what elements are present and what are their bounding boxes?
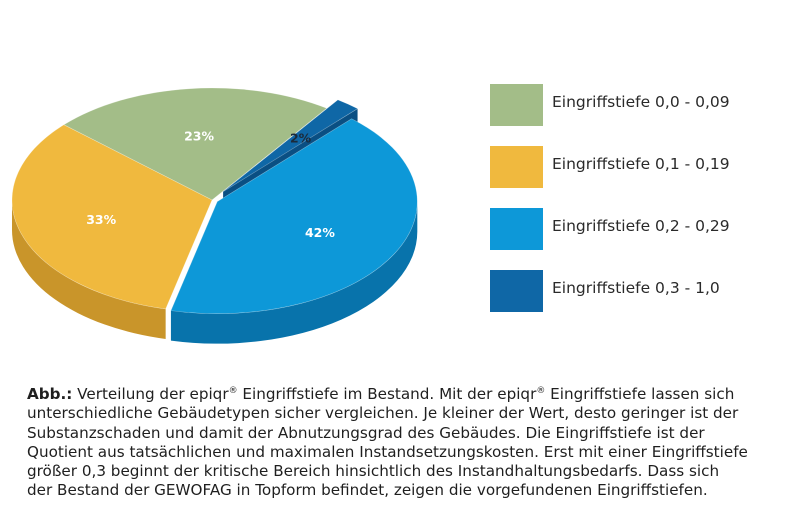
caption-line: Substanzschaden und damit der Abnutzungs…: [27, 423, 705, 442]
pie-slice: [63, 87, 328, 201]
legend-label: Eingriffstiefe 0,2 - 0,29: [552, 217, 730, 235]
pie-data-label: 2%: [290, 130, 312, 145]
caption-line: der Bestand der GEWOFAG in Topform befin…: [27, 481, 708, 500]
registered-mark: ®: [228, 385, 238, 396]
registered-mark: ®: [536, 385, 546, 396]
legend-swatch: [490, 270, 543, 312]
legend-item: Eingriffstiefe 0,3 - 1,0: [490, 270, 790, 312]
pie-slice-side: [12, 200, 166, 339]
caption-text: Eingriffstiefe im Bestand. Mit der epiqr: [237, 385, 537, 403]
pie-data-label: 33%: [86, 212, 116, 227]
pie-slice-side: [170, 201, 418, 344]
legend-swatch: [490, 146, 543, 188]
caption-line: Quotient aus tatsächlichen und maximalen…: [27, 442, 748, 461]
pie-slice: [11, 124, 213, 310]
figure-caption: Abb.: Verteilung der epiqr® Eingriffstie…: [27, 385, 797, 501]
legend: Eingriffstiefe 0,0 - 0,09 Eingriffstiefe…: [490, 84, 790, 332]
caption-line: größer 0,3 beginnt der kritische Bereich…: [27, 462, 720, 481]
pie-data-label: 42%: [305, 225, 335, 240]
pie-slice: [223, 99, 359, 192]
legend-label: Eingriffstiefe 0,0 - 0,09: [552, 93, 730, 111]
legend-label: Eingriffstiefe 0,1 - 0,19: [552, 155, 730, 173]
pie-chart-area: 23% 33% 2% 42%: [11, 87, 418, 344]
pie-slice: [170, 118, 418, 314]
legend-label: Eingriffstiefe 0,3 - 1,0: [552, 279, 720, 297]
caption-text: Eingriffstiefe lassen sich: [545, 385, 735, 403]
legend-item: Eingriffstiefe 0,0 - 0,09: [490, 84, 790, 126]
pie-chart: 23% 33% 2% 42%: [11, 87, 418, 344]
caption-line: Abb.: Verteilung der epiqr® Eingriffstie…: [27, 385, 797, 404]
pie-data-label: 23%: [184, 128, 214, 143]
legend-item: Eingriffstiefe 0,1 - 0,19: [490, 146, 790, 188]
caption-text: Verteilung der epiqr: [72, 385, 229, 403]
caption-line: unterschiedliche Gebäudetypen sicher ver…: [27, 404, 739, 423]
legend-swatch: [490, 208, 543, 250]
legend-swatch: [490, 84, 543, 126]
legend-item: Eingriffstiefe 0,2 - 0,29: [490, 208, 790, 250]
caption-label: Abb.:: [27, 385, 73, 403]
